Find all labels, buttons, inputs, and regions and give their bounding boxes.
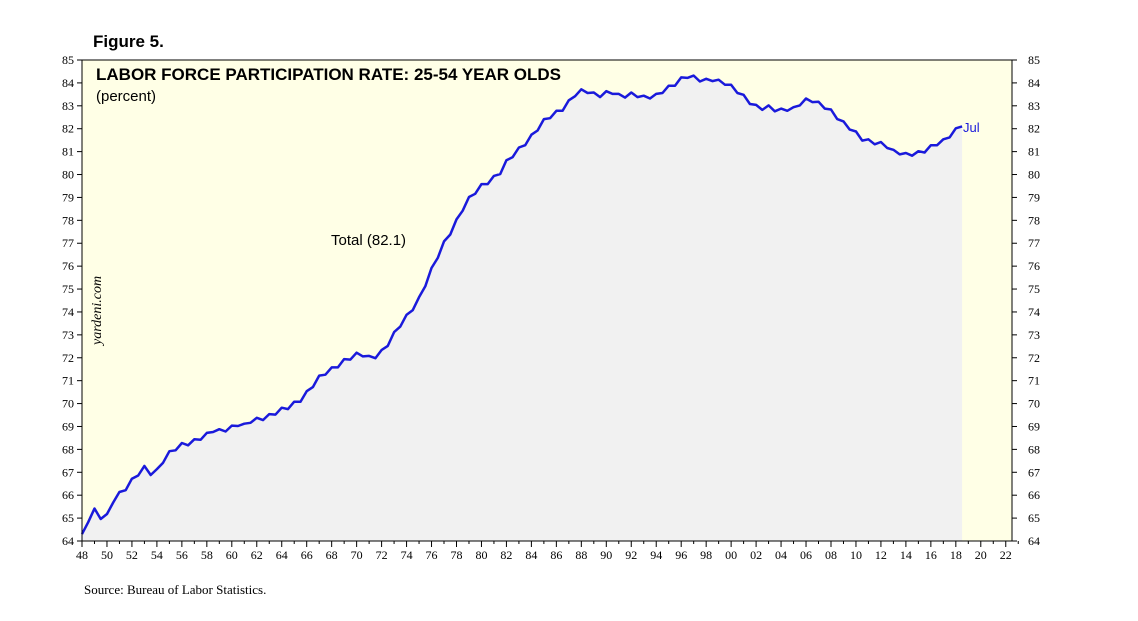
chart-subtitle: (percent)	[96, 88, 156, 105]
x-tick-label-14: 14	[900, 548, 912, 562]
y-tick-label-right-79: 79	[1028, 190, 1040, 204]
x-tick-label-88: 88	[575, 548, 587, 562]
x-tick-label-50: 50	[101, 548, 113, 562]
y-tick-label-left-67: 67	[62, 465, 74, 479]
x-tick-label-48: 48	[76, 548, 88, 562]
y-tick-label-left-64: 64	[62, 534, 74, 548]
x-tick-label-82: 82	[500, 548, 512, 562]
y-tick-label-left-82: 82	[62, 122, 74, 136]
y-tick-label-right-75: 75	[1028, 282, 1040, 296]
plot-frame	[81, 59, 1013, 542]
x-tick-label-80: 80	[475, 548, 487, 562]
y-tick-label-right-85: 85	[1028, 53, 1040, 67]
y-tick-label-left-72: 72	[62, 351, 74, 365]
y-tick-label-right-72: 72	[1028, 351, 1040, 365]
y-tick-label-left-68: 68	[62, 442, 74, 456]
y-tick-label-right-70: 70	[1028, 397, 1040, 411]
x-tick-label-98: 98	[700, 548, 712, 562]
y-tick-label-left-75: 75	[62, 282, 74, 296]
x-tick-label-00: 00	[725, 548, 737, 562]
y-tick-label-right-74: 74	[1028, 305, 1040, 319]
series-area	[82, 75, 963, 541]
y-tick-label-left-84: 84	[62, 76, 74, 90]
y-tick-label-right-69: 69	[1028, 419, 1040, 433]
y-tick-label-right-65: 65	[1028, 511, 1040, 525]
y-tick-label-right-77: 77	[1028, 236, 1040, 250]
x-tick-label-84: 84	[525, 548, 537, 562]
x-tick-label-78: 78	[450, 548, 462, 562]
x-tick-label-08: 08	[825, 548, 837, 562]
y-tick-label-right-78: 78	[1028, 213, 1040, 227]
y-tick-label-left-79: 79	[62, 190, 74, 204]
y-tick-label-left-80: 80	[62, 168, 74, 182]
x-tick-label-18: 18	[950, 548, 962, 562]
x-tick-label-12: 12	[875, 548, 887, 562]
x-tick-label-22: 22	[1000, 548, 1012, 562]
x-tick-label-94: 94	[650, 548, 662, 562]
x-tick-label-96: 96	[675, 548, 687, 562]
figure-label: Figure 5.	[93, 32, 164, 51]
x-tick-label-68: 68	[326, 548, 338, 562]
x-tick-label-74: 74	[401, 548, 413, 562]
y-tick-label-left-81: 81	[62, 145, 74, 159]
x-tick-label-60: 60	[226, 548, 238, 562]
y-tick-label-right-68: 68	[1028, 442, 1040, 456]
y-tick-label-left-83: 83	[62, 99, 74, 113]
x-axis: 48 50 52 54 56 58 60 62 64 66 68 70 72 74 76 78 80 82 84 86…	[76, 541, 1019, 562]
series-line-total	[80, 74, 963, 535]
y-tick-label-right-71: 71	[1028, 374, 1040, 388]
x-tick-label-92: 92	[625, 548, 637, 562]
x-tick-label-52: 52	[126, 548, 138, 562]
y-tick-label-right-84: 84	[1028, 76, 1040, 90]
y-tick-label-right-66: 66	[1028, 488, 1040, 502]
end-label: Jul	[963, 120, 980, 135]
x-tick-label-06: 06	[800, 548, 812, 562]
y-tick-label-right-76: 76	[1028, 259, 1040, 273]
x-tick-label-90: 90	[600, 548, 612, 562]
y-tick-label-left-69: 69	[62, 419, 74, 433]
x-tick-label-54: 54	[151, 548, 163, 562]
y-axis-left: 64 65 66 67 68 69 70 71 72 73 74 75 76 77 78 79 80 81 82 83…	[62, 53, 82, 548]
y-tick-label-right-64: 64	[1028, 534, 1040, 548]
x-tick-label-64: 64	[276, 548, 288, 562]
y-tick-label-left-78: 78	[62, 213, 74, 227]
y-tick-label-left-73: 73	[62, 328, 74, 342]
x-tick-label-72: 72	[376, 548, 388, 562]
y-tick-label-left-74: 74	[62, 305, 74, 319]
watermark-yardeni: yardeni.com	[90, 276, 105, 347]
series-label: Total (82.1)	[331, 232, 406, 249]
x-tick-label-56: 56	[176, 548, 188, 562]
y-tick-label-right-80: 80	[1028, 168, 1040, 182]
x-tick-label-70: 70	[351, 548, 363, 562]
y-axis-right: 64 65 66 67 68 69 70 71 72 73 74 75 76 77 78 79 80 81 82 83…	[1012, 53, 1040, 548]
x-tick-label-76: 76	[426, 548, 438, 562]
x-tick-label-86: 86	[550, 548, 562, 562]
x-tick-label-16: 16	[925, 548, 937, 562]
y-tick-label-left-66: 66	[62, 488, 74, 502]
source-note: Source: Bureau of Labor Statistics.	[84, 582, 267, 597]
y-tick-label-left-77: 77	[62, 236, 74, 250]
y-tick-label-right-82: 82	[1028, 122, 1040, 136]
x-tick-label-02: 02	[750, 548, 762, 562]
x-tick-label-04: 04	[775, 548, 787, 562]
x-tick-label-66: 66	[301, 548, 313, 562]
chart-title: LABOR FORCE PARTICIPATION RATE: 25-54 YE…	[96, 65, 561, 84]
y-tick-label-left-65: 65	[62, 511, 74, 525]
y-tick-label-right-67: 67	[1028, 465, 1040, 479]
y-tick-label-right-73: 73	[1028, 328, 1040, 342]
y-tick-label-right-83: 83	[1028, 99, 1040, 113]
x-tick-label-10: 10	[850, 548, 862, 562]
y-tick-label-left-76: 76	[62, 259, 74, 273]
y-tick-label-left-85: 85	[62, 53, 74, 67]
y-tick-label-left-70: 70	[62, 397, 74, 411]
x-tick-label-20: 20	[975, 548, 987, 562]
x-tick-label-58: 58	[201, 548, 213, 562]
y-tick-label-left-71: 71	[62, 374, 74, 388]
x-tick-label-62: 62	[251, 548, 263, 562]
y-tick-label-right-81: 81	[1028, 145, 1040, 159]
